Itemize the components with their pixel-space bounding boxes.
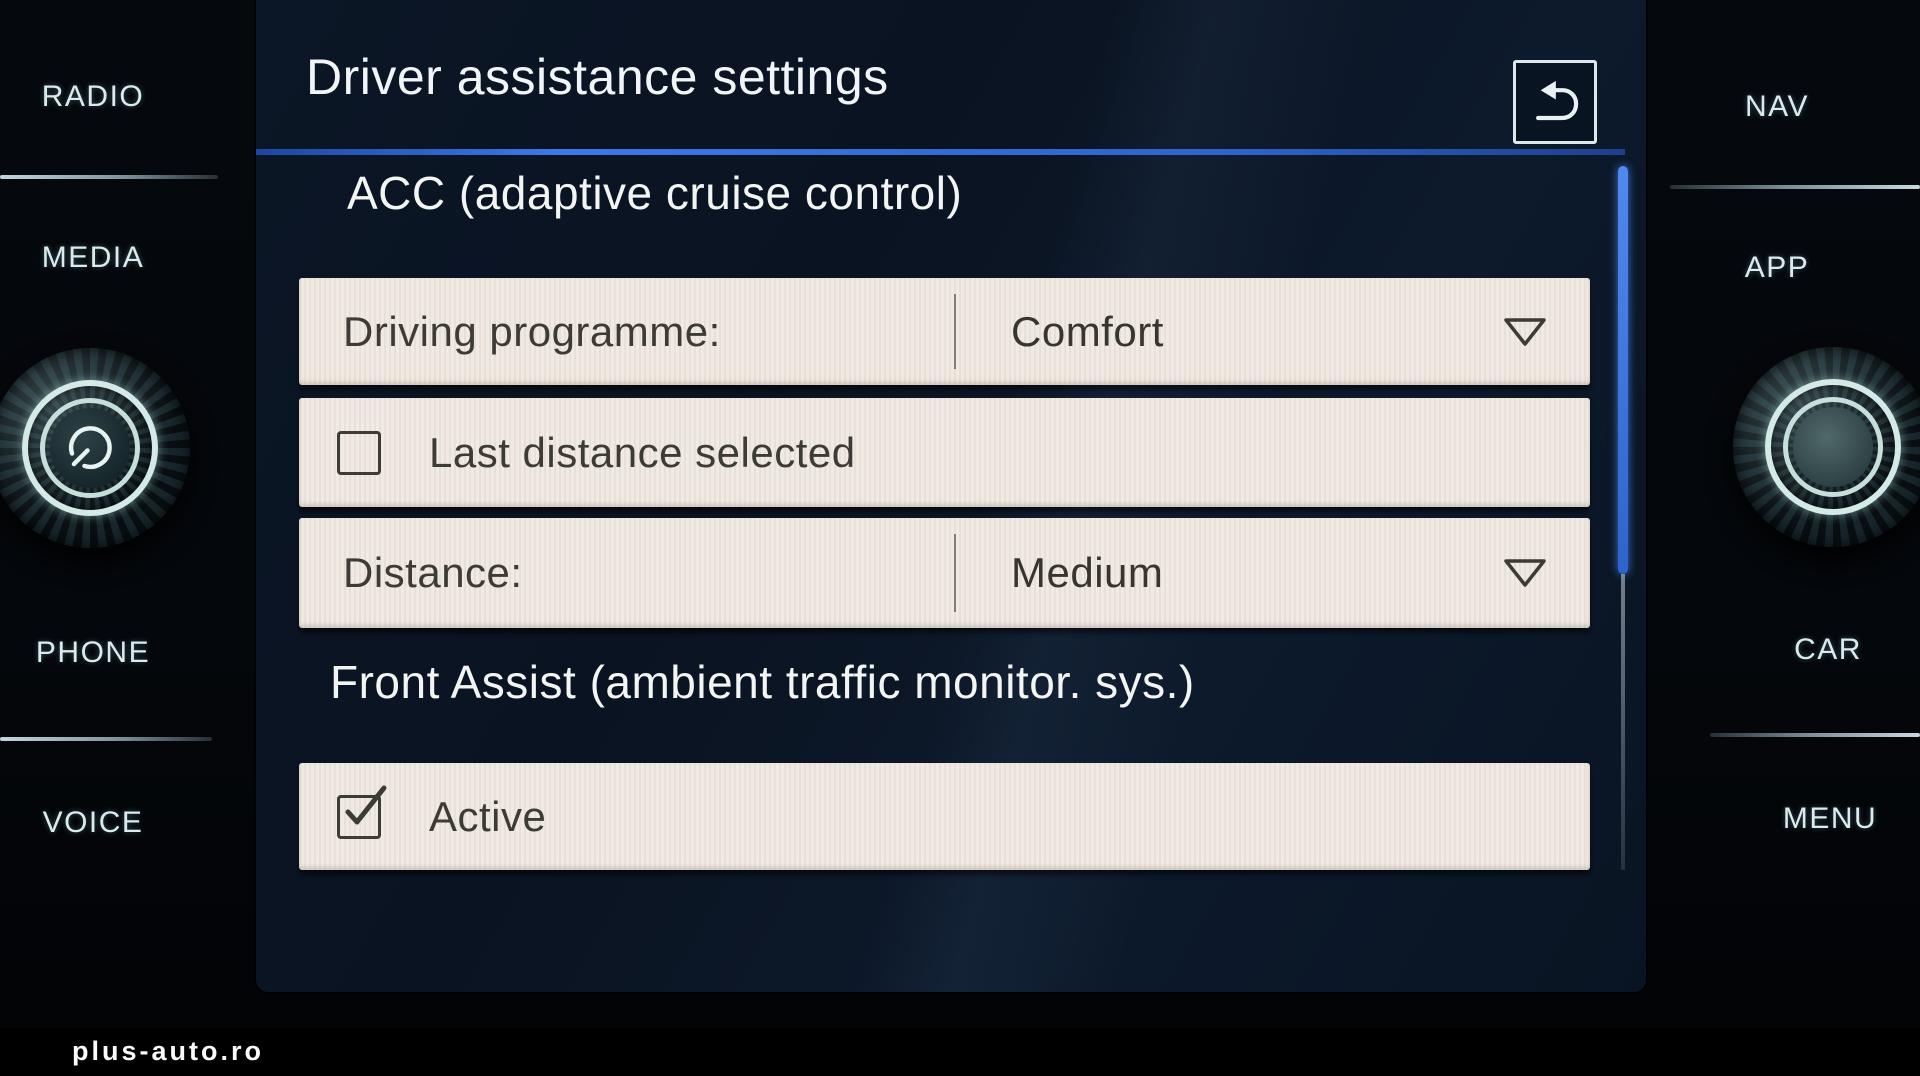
hard-button-car[interactable]: CAR [1794,633,1862,666]
row-label: Last distance selected [429,428,856,476]
panel-divider [0,737,212,741]
hard-button-nav[interactable]: NAV [1745,90,1809,123]
knob-outer-ring [1765,379,1901,515]
knob-inner-ring [40,398,140,498]
panel-divider [1710,733,1920,737]
hard-button-voice[interactable]: VOICE [42,806,144,839]
scrollbar-thumb[interactable] [1618,166,1628,574]
row-driving-programme[interactable]: Driving programme: Comfort [299,278,1590,385]
row-value: Comfort [1011,307,1164,355]
knob-face [1793,407,1873,487]
panel-divider [1670,185,1920,189]
row-last-distance[interactable]: Last distance selected [299,398,1590,507]
scrollbar-track [1621,574,1625,870]
row-label: Driving programme: [343,307,721,355]
knob-face [50,408,130,488]
title-underline [256,149,1625,155]
hard-button-phone[interactable]: PHONE [35,636,151,669]
dropdown-triangle-icon [1504,317,1546,346]
bottom-strip [0,1028,1920,1076]
hard-button-media[interactable]: MEDIA [41,241,145,274]
watermark: plus-auto.ro [72,1036,264,1066]
page-title: Driver assistance settings [306,49,889,105]
knob-inner-ring [1783,397,1883,497]
row-front-assist-active[interactable]: Active [299,763,1590,870]
power-icon [68,426,112,470]
hard-button-radio[interactable]: RADIO [41,80,145,113]
panel-divider [0,175,218,179]
last-distance-checkbox[interactable] [337,430,381,475]
active-checkbox[interactable] [337,785,387,839]
hard-button-menu[interactable]: MENU [1782,802,1878,835]
hard-button-app[interactable]: APP [1744,251,1810,284]
row-value: Medium [1011,549,1164,596]
row-label: Active [429,792,547,840]
row-distance[interactable]: Distance: Medium [299,518,1590,628]
knob-outer-ring [22,380,158,516]
row-divider [954,294,956,369]
tune-knob[interactable] [1733,347,1920,547]
volume-knob[interactable] [0,348,190,548]
dropdown-triangle-icon [1504,559,1546,587]
section-heading-front-assist: Front Assist (ambient traffic monitor. s… [330,656,1195,708]
back-button[interactable] [1513,60,1597,144]
row-divider [954,534,956,612]
touchscreen: Driver assistance settings ACC (adaptive… [256,0,1646,992]
return-arrow-icon [1536,80,1579,121]
row-label: Distance: [343,549,523,596]
checkmark-icon [345,785,387,824]
section-heading-acc: ACC (adaptive cruise control) [347,167,963,219]
